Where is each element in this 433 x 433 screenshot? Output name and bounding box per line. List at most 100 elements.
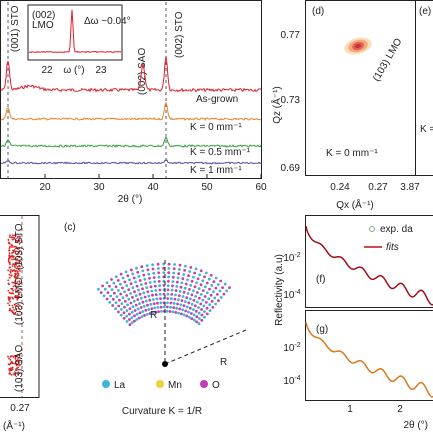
atom <box>171 310 175 314</box>
atom <box>162 292 166 296</box>
atom <box>192 275 195 279</box>
atom <box>157 267 160 270</box>
atom <box>136 307 140 311</box>
atom <box>205 312 209 316</box>
atom <box>190 302 194 306</box>
atom <box>159 305 163 309</box>
atom <box>176 280 179 284</box>
atom <box>146 268 150 272</box>
axes-f <box>305 215 433 308</box>
atom <box>140 296 143 300</box>
rsm-dot <box>10 236 13 239</box>
radius <box>164 329 247 365</box>
atom <box>134 280 138 284</box>
atom <box>168 310 172 313</box>
atom <box>134 303 138 307</box>
atom <box>121 276 125 280</box>
atom <box>147 308 151 311</box>
atom <box>150 289 154 293</box>
rsm-dot <box>17 268 20 271</box>
rsm-dot <box>15 355 17 358</box>
rsm-dot <box>16 298 19 301</box>
atom <box>171 280 175 283</box>
rsm-contour <box>355 43 361 49</box>
rsm-dot <box>16 258 18 261</box>
atom <box>136 270 140 274</box>
rsm-dot <box>11 296 14 299</box>
rsm-dot <box>9 307 12 310</box>
rsm-dot <box>14 304 16 306</box>
atom <box>125 309 129 312</box>
atom <box>114 307 117 311</box>
atom <box>127 297 131 301</box>
atom <box>135 266 138 270</box>
rsm-dot <box>16 354 19 357</box>
atom <box>101 284 104 288</box>
annotation: K = <box>420 124 433 135</box>
atom <box>122 311 126 315</box>
atom <box>110 278 113 281</box>
atom <box>143 314 146 317</box>
atom <box>99 291 103 294</box>
atom <box>177 294 181 297</box>
rsm-dot <box>11 304 14 307</box>
rsm-dot <box>7 289 10 292</box>
rsm-dot <box>17 371 20 374</box>
rsm-dot <box>10 287 13 290</box>
panel-label: (c) <box>64 222 76 233</box>
rsm-dot <box>18 250 21 253</box>
rsm-dot <box>8 273 11 276</box>
atom <box>188 306 192 310</box>
atom <box>146 303 149 307</box>
atom <box>151 263 155 267</box>
rsm-dot <box>18 293 20 296</box>
atom <box>175 285 179 288</box>
atom <box>174 311 178 314</box>
atom <box>203 285 207 289</box>
legend-label: La <box>114 380 126 391</box>
inset-annotation: Δω ~0.04° <box>84 16 131 27</box>
atom <box>169 305 172 309</box>
atom <box>157 310 160 314</box>
atom <box>173 297 177 301</box>
atom <box>210 284 214 287</box>
atom <box>111 297 115 301</box>
rsm-dot <box>10 274 13 277</box>
atom <box>120 308 123 311</box>
atom <box>172 267 176 271</box>
rsm-dot <box>16 281 19 283</box>
atom <box>129 268 133 272</box>
inset-tick: 22 <box>41 65 53 76</box>
atom <box>114 301 118 305</box>
rsm-dot <box>9 270 12 273</box>
x-tick-label: 3.87 <box>400 182 420 193</box>
x-label: (Å⁻¹) <box>3 419 25 432</box>
atom <box>141 310 145 313</box>
atom <box>225 289 229 293</box>
y-tick-label: 0.77 <box>281 30 301 41</box>
atom <box>125 320 129 323</box>
rsm-dot <box>8 368 11 370</box>
atom <box>138 292 142 296</box>
rsm-dot <box>7 260 10 263</box>
atom <box>190 279 194 283</box>
rsm-dot <box>18 372 21 375</box>
caption: Curvature K = 1/R <box>122 406 202 417</box>
atom <box>185 305 189 309</box>
atom <box>195 320 199 324</box>
atom <box>131 272 135 276</box>
rsm-dot <box>7 302 9 305</box>
atom <box>170 293 174 296</box>
atom <box>126 303 129 307</box>
atom <box>197 306 200 309</box>
rsm-dot <box>8 363 11 366</box>
atom <box>153 284 157 288</box>
rsm-dot <box>7 269 10 272</box>
atom <box>188 297 192 301</box>
rsm-dot <box>16 297 19 300</box>
atom <box>201 298 205 302</box>
atom <box>160 310 163 313</box>
atom <box>181 295 185 298</box>
atom <box>216 283 220 286</box>
atom <box>208 309 212 312</box>
